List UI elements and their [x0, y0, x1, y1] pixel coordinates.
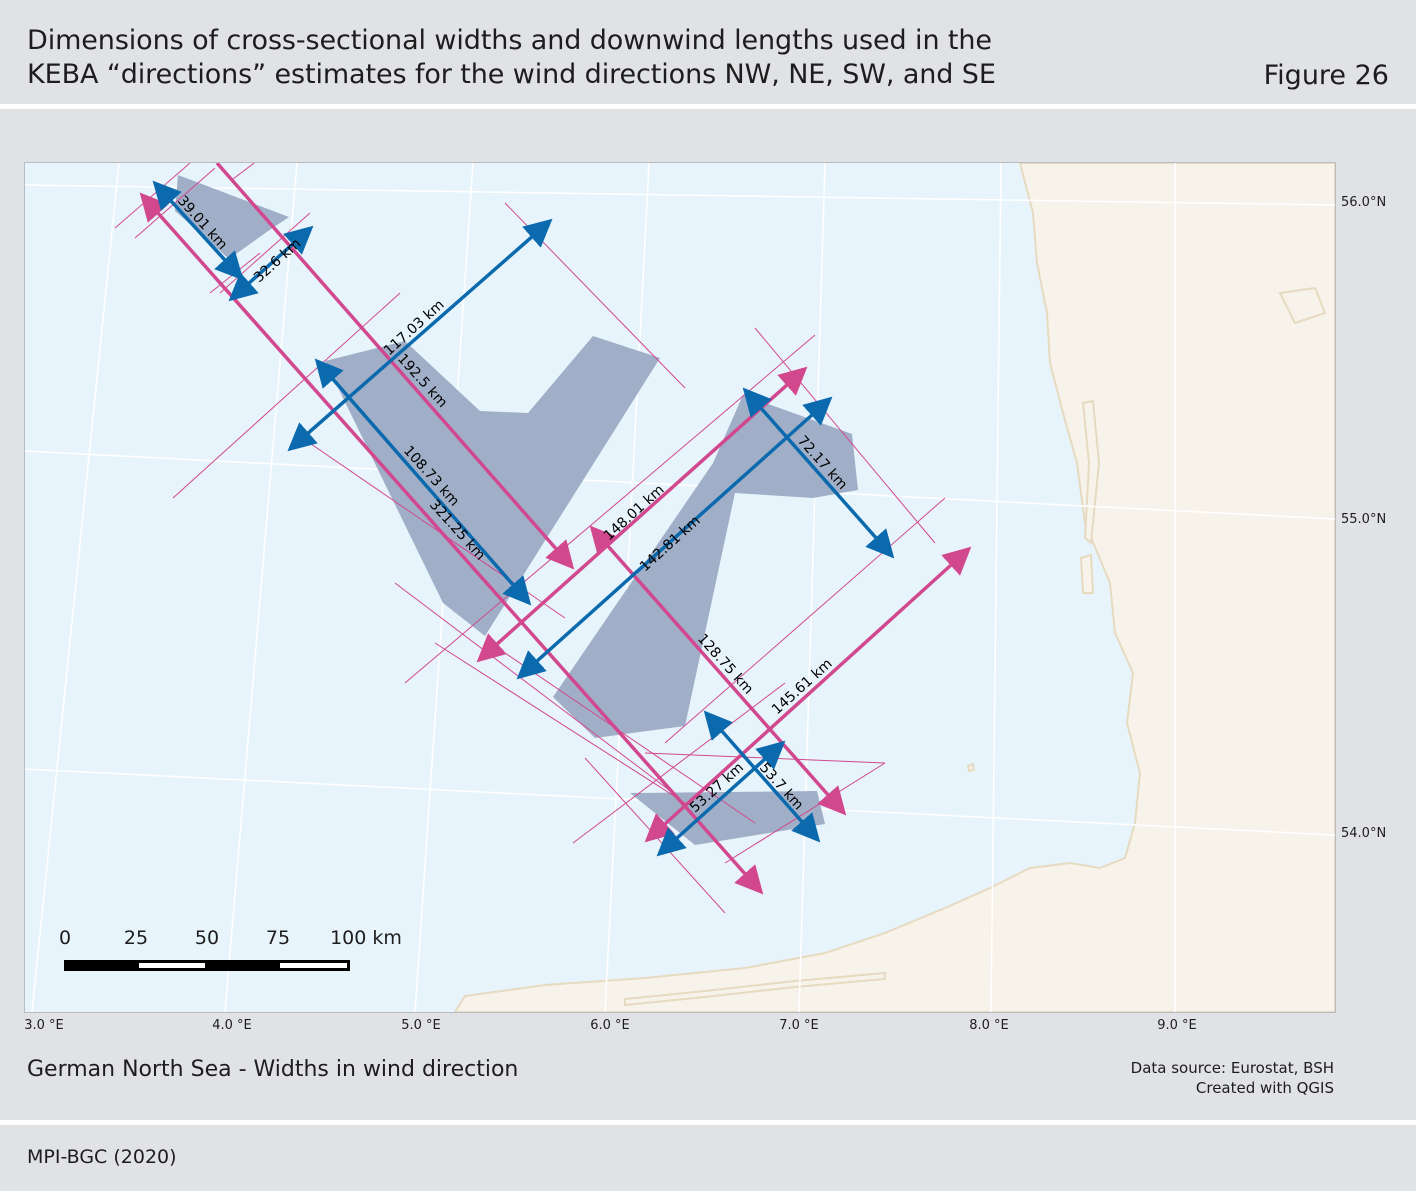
- lon-label-9: 9.0 °E: [1157, 1018, 1197, 1033]
- source-line-2: Created with QGIS: [1195, 1079, 1334, 1097]
- zones: [175, 175, 858, 845]
- scale-label-100: 100 km: [330, 927, 402, 949]
- header: Dimensions of cross-sectional widths and…: [0, 0, 1416, 105]
- island-helgoland: [966, 762, 976, 773]
- figure-title: Dimensions of cross-sectional widths and…: [27, 24, 996, 92]
- label-145km: 145.61 km: [769, 656, 836, 718]
- label-32km: 32.6 km: [251, 236, 304, 286]
- lon-label-7: 7.0 °E: [779, 1018, 819, 1033]
- lat-label-56: 56.0°N: [1341, 195, 1387, 210]
- map-subtitle: German North Sea - Widths in wind direct…: [27, 1057, 519, 1082]
- scale-label-25: 25: [123, 927, 149, 949]
- scale-label-0: 0: [58, 927, 72, 949]
- scale-bar: [64, 960, 350, 971]
- header-divider: [0, 104, 1416, 109]
- title-line-1: Dimensions of cross-sectional widths and…: [27, 25, 992, 56]
- scale-label-50: 50: [194, 927, 220, 949]
- lat-label-55: 55.0°N: [1341, 512, 1387, 527]
- lon-label-3: 3.0 °E: [24, 1018, 64, 1033]
- data-source: Data source: Eurostat, BSH Created with …: [1131, 1058, 1334, 1098]
- source-line-1: Data source: Eurostat, BSH: [1130, 1059, 1334, 1077]
- figure-number: Figure 26: [1263, 60, 1389, 91]
- scale-label-75: 75: [265, 927, 291, 949]
- map-canvas: 39.01 km 32.6 km 117.03 km 192.5 km 108.…: [25, 163, 1335, 1012]
- scale-bar-body: [64, 960, 350, 971]
- width-arrows: [152, 180, 895, 857]
- scale-bar-seg-4: [280, 963, 347, 968]
- footer-divider: [0, 1120, 1416, 1125]
- arrow-53-7km: [703, 710, 821, 843]
- arrow-72km: [742, 387, 895, 559]
- map-frame: 39.01 km 32.6 km 117.03 km 192.5 km 108.…: [24, 162, 1336, 1013]
- label-148km: 148.01 km: [601, 482, 668, 544]
- title-line-2: KEBA “directions” estimates for the wind…: [27, 59, 996, 90]
- island-danish: [1278, 286, 1327, 325]
- footer-credit: MPI-BGC (2020): [27, 1146, 177, 1168]
- island-ostfriesland: [624, 971, 886, 1007]
- island-amrum: [1079, 553, 1095, 594]
- lon-label-4: 4.0 °E: [212, 1018, 252, 1033]
- label-128km: 128.75 km: [694, 631, 756, 698]
- lon-label-8: 8.0 °E: [969, 1018, 1009, 1033]
- lon-label-6: 6.0 °E: [590, 1018, 630, 1033]
- label-117km: 117.03 km: [381, 297, 448, 359]
- scale-bar-seg-2: [139, 963, 205, 968]
- island-sylt: [1081, 399, 1101, 545]
- arrow-108km: [314, 358, 532, 606]
- arrow-39km: [152, 180, 244, 281]
- land-mainland: [453, 163, 1335, 1012]
- lon-label-5: 5.0 °E: [401, 1018, 441, 1033]
- lat-label-54: 54.0°N: [1341, 826, 1387, 841]
